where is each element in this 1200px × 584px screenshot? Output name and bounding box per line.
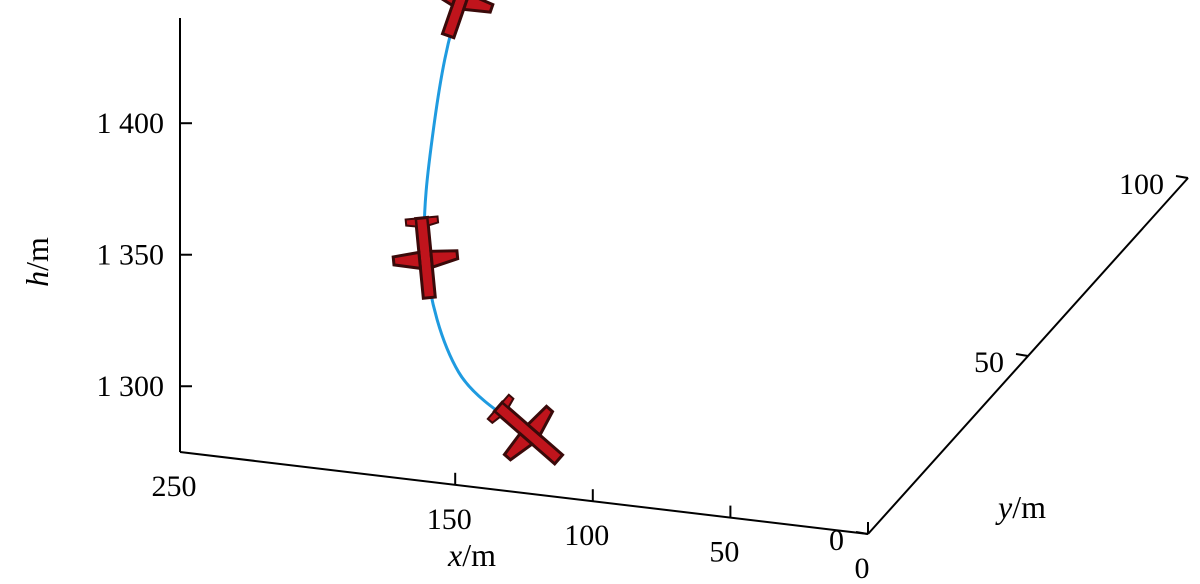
x-axis-label: x/m	[447, 537, 496, 573]
h-tick-label: 1 350	[97, 239, 165, 272]
x-tick-label: 0	[855, 552, 870, 584]
y-tick-label: 50	[974, 346, 1004, 379]
x-tick-label: 250	[152, 470, 197, 503]
x-axis-line	[179, 451, 869, 535]
y-tick-label: 100	[1119, 168, 1164, 201]
x-tick-label: 150	[427, 503, 472, 536]
y-axis-label: y/m	[995, 489, 1046, 525]
x-tick-label: 50	[709, 536, 739, 569]
aircraft-markers	[391, 0, 565, 467]
y-tick	[1175, 175, 1189, 179]
x-tick-label: 100	[564, 519, 609, 552]
aircraft-marker	[391, 215, 460, 300]
y-tick	[855, 531, 869, 535]
axis-ticks	[179, 122, 1189, 535]
trajectory-line	[422, 0, 530, 435]
h-axis-label: h/m	[19, 237, 55, 287]
h-tick-label: 1 400	[97, 107, 165, 140]
aircraft-marker	[486, 393, 565, 467]
aircraft-marker	[427, 0, 495, 40]
tick-labels: 250 150 100 50 00 50 100 1 300 1 350 1 400	[97, 107, 1165, 584]
h-tick-label: 1 300	[97, 370, 165, 403]
y-tick	[1015, 353, 1029, 357]
y-tick-label: 0	[829, 524, 844, 557]
